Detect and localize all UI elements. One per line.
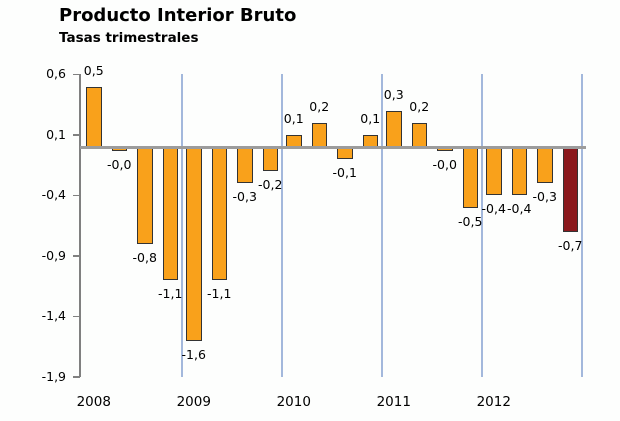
bar: [537, 147, 553, 184]
bar-value-label: -1,1: [207, 286, 232, 302]
bar: [262, 147, 278, 172]
year-gridline: [281, 74, 283, 377]
x-axis-year-label: 2009: [176, 394, 211, 410]
y-axis-tick-label: 0,6: [46, 66, 66, 82]
y-axis-line: [79, 74, 81, 377]
y-axis-tick-label: -0,9: [41, 247, 66, 263]
bar-value-label: -0,0: [107, 157, 132, 172]
bar: [462, 147, 478, 208]
y-axis-tick: [73, 376, 80, 378]
bar-value-label: -0,3: [232, 189, 257, 205]
bar-value-label: -1,1: [158, 286, 183, 302]
bar-value-label: -0,0: [432, 157, 457, 172]
bar-value-label: 0,3: [383, 86, 404, 102]
zero-axis-line: [80, 145, 586, 149]
bar: [86, 86, 102, 147]
bar: [486, 147, 502, 196]
bar-value-label: -0,1: [332, 165, 357, 181]
year-gridline: [381, 74, 383, 377]
bar-value-label: 0,1: [360, 110, 381, 126]
bar: [337, 147, 353, 160]
year-gridline: [581, 74, 583, 377]
y-axis-tick: [73, 255, 80, 257]
y-axis-tick-label: -1,4: [41, 308, 66, 324]
x-axis-year-label: 2010: [276, 394, 311, 410]
y-axis-tick: [73, 134, 80, 136]
bar-value-label: 0,5: [83, 62, 104, 78]
y-axis-tick: [73, 315, 80, 318]
bar-value-label: -0,3: [532, 189, 557, 205]
bar-value-label: -0,4: [507, 201, 532, 217]
bar-value-label: -0,7: [558, 237, 583, 253]
year-gridline: [481, 74, 483, 377]
bar: [211, 147, 227, 281]
bar-value-label: 0,1: [283, 110, 304, 126]
bar-value-label: -1,6: [181, 346, 206, 362]
page-subtitle: Tasas trimestrales: [59, 30, 199, 46]
bar: [186, 147, 202, 341]
x-axis-year-label: 2012: [476, 394, 511, 410]
bar-value-label: 0,2: [309, 98, 330, 114]
bar-value-label: -0,5: [458, 213, 483, 229]
bar-value-label: -0,8: [132, 249, 157, 265]
x-axis-year-label: 2011: [376, 394, 411, 410]
y-axis-tick-label: 0,1: [46, 126, 66, 142]
bar-value-label: -0,2: [258, 177, 283, 193]
bar-value-label: -0,4: [481, 201, 506, 217]
bar-value-label: 0,2: [409, 98, 430, 114]
bar: [511, 147, 527, 196]
y-axis-tick: [73, 73, 80, 76]
bar: [411, 122, 427, 147]
y-axis-tick-label: -1,9: [41, 368, 66, 384]
bar: [311, 122, 327, 147]
page-title: Producto Interior Bruto: [59, 5, 297, 26]
x-axis-year-label: 2008: [76, 394, 111, 410]
y-axis-tick: [73, 194, 80, 197]
year-gridline: [181, 74, 183, 377]
y-axis-tick-label: -0,4: [41, 187, 66, 203]
